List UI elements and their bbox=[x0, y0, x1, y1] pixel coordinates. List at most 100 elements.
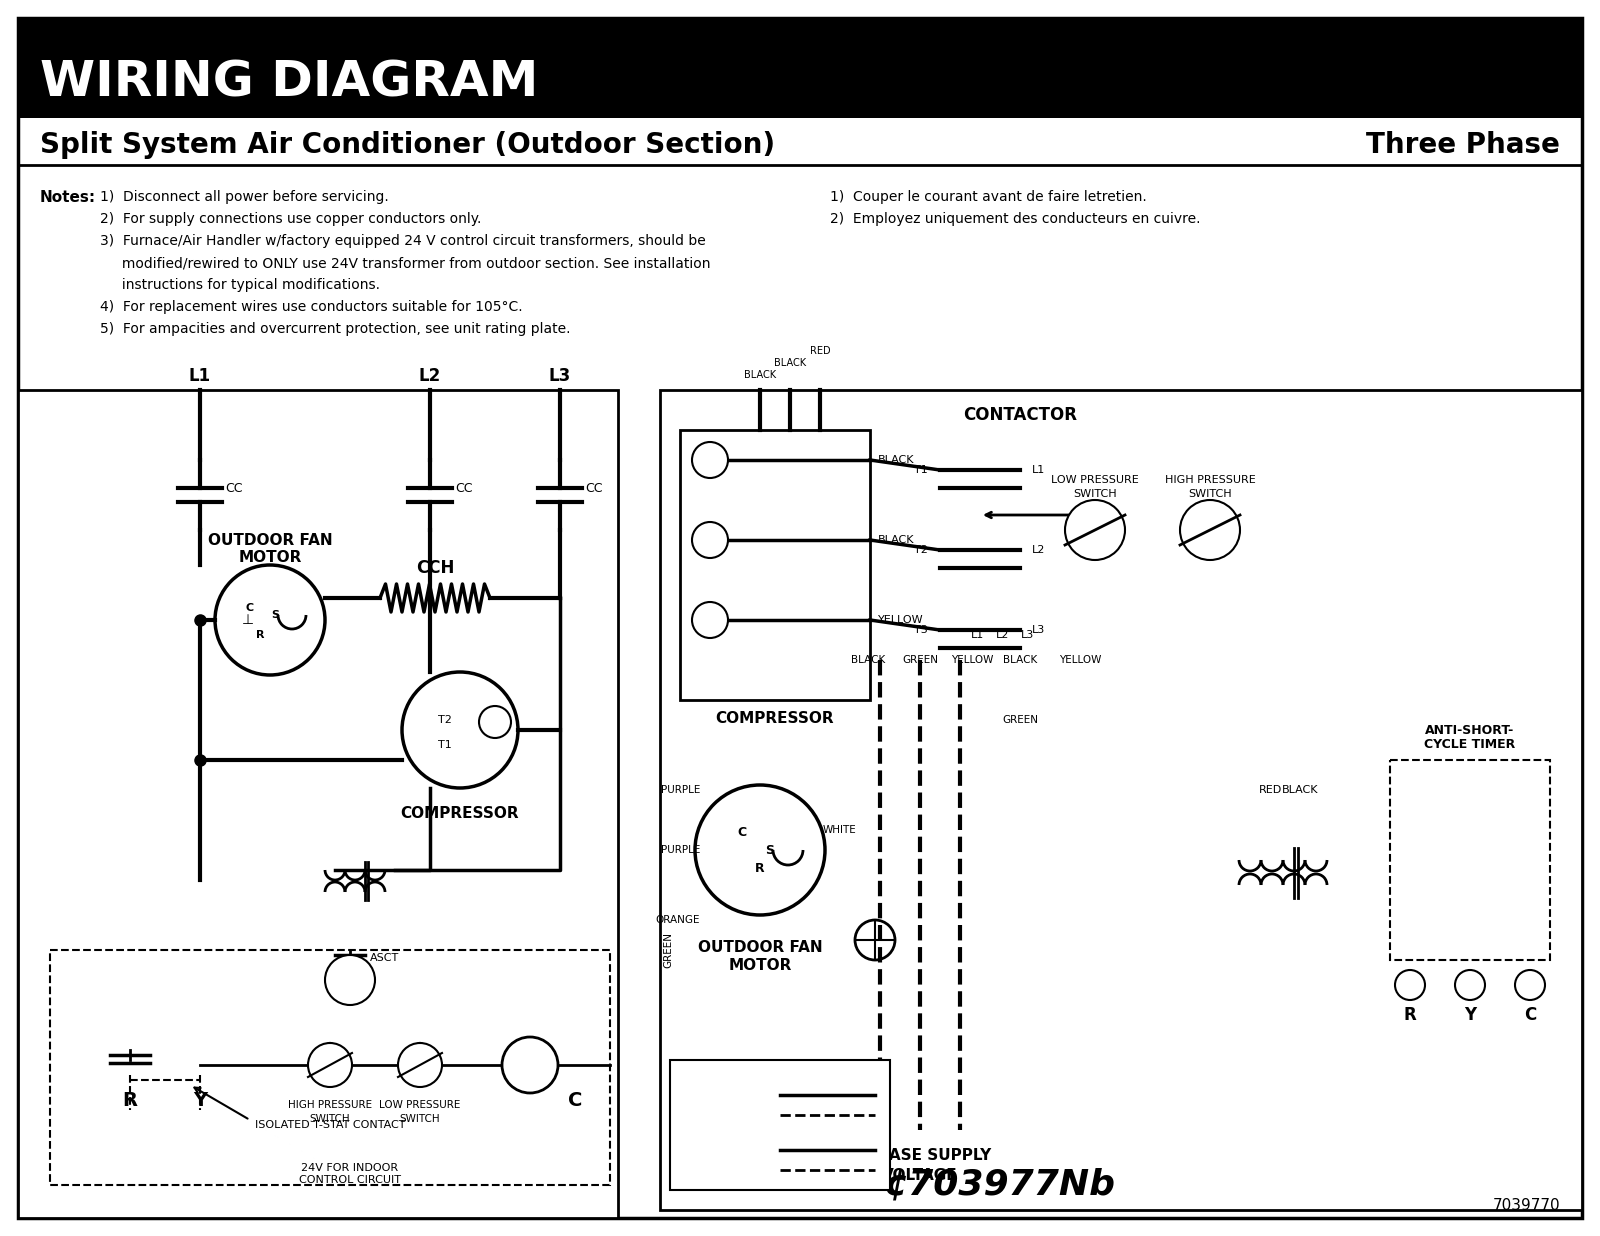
Text: 3)  Furnace/Air Handler w/factory equipped 24 V control circuit transformers, sh: 3) Furnace/Air Handler w/factory equippe… bbox=[99, 234, 706, 248]
Text: WIRING DIAGRAM: WIRING DIAGRAM bbox=[40, 58, 538, 106]
Bar bbox=[1390, 760, 1550, 960]
Text: 5)  For ampacities and overcurrent protection, see unit rating plate.: 5) For ampacities and overcurrent protec… bbox=[99, 323, 571, 336]
Text: T2: T2 bbox=[438, 714, 451, 726]
Text: High Voltage: High Voltage bbox=[678, 1143, 744, 1153]
Text: Low Voltage: Low Voltage bbox=[678, 1163, 741, 1173]
Text: CYCLE TIMER: CYCLE TIMER bbox=[1424, 738, 1515, 750]
Text: GREEN: GREEN bbox=[902, 655, 938, 665]
Text: R: R bbox=[123, 1090, 138, 1110]
Text: YELLOW: YELLOW bbox=[878, 616, 923, 625]
Text: BLACK: BLACK bbox=[774, 358, 806, 368]
Text: GREEN: GREEN bbox=[1002, 714, 1038, 726]
Text: CCH: CCH bbox=[416, 559, 454, 577]
Text: T2: T2 bbox=[702, 535, 717, 545]
Circle shape bbox=[214, 565, 325, 675]
Text: VOLTAGE: VOLTAGE bbox=[882, 1168, 958, 1183]
Text: SWITCH: SWITCH bbox=[310, 1114, 350, 1124]
Text: MOTOR: MOTOR bbox=[728, 958, 792, 973]
Text: 3-PHASE SUPPLY: 3-PHASE SUPPLY bbox=[848, 1148, 992, 1163]
Text: Notes:: Notes: bbox=[40, 190, 96, 205]
Text: C: C bbox=[568, 1090, 582, 1110]
Text: CC: CC bbox=[226, 482, 243, 494]
Circle shape bbox=[478, 706, 510, 738]
Circle shape bbox=[1454, 970, 1485, 1000]
Text: L3: L3 bbox=[1032, 625, 1045, 635]
Bar bbox=[670, 1060, 890, 1190]
Text: 2)  For supply connections use copper conductors only.: 2) For supply connections use copper con… bbox=[99, 213, 482, 226]
Text: Y: Y bbox=[1464, 1006, 1477, 1023]
Text: ASCT: ASCT bbox=[370, 953, 400, 963]
Text: C: C bbox=[246, 603, 254, 613]
Text: L2: L2 bbox=[997, 630, 1010, 640]
Text: S: S bbox=[765, 843, 774, 857]
Text: 2)  Employez uniquement des conducteurs en cuivre.: 2) Employez uniquement des conducteurs e… bbox=[830, 213, 1200, 226]
Text: BLACK: BLACK bbox=[851, 655, 885, 665]
Text: T3: T3 bbox=[702, 455, 717, 465]
Text: T3: T3 bbox=[490, 717, 501, 727]
Text: S: S bbox=[270, 611, 278, 620]
Text: OUTDOOR FAN: OUTDOOR FAN bbox=[698, 941, 822, 955]
Text: PURPLE: PURPLE bbox=[661, 785, 701, 795]
Text: SWITCH: SWITCH bbox=[400, 1114, 440, 1124]
Text: LOW PRESSURE: LOW PRESSURE bbox=[1051, 475, 1139, 485]
Text: BLACK: BLACK bbox=[842, 1075, 875, 1085]
Bar bbox=[680, 430, 870, 700]
Text: modified/rewired to ONLY use 24V transformer from outdoor section. See installat: modified/rewired to ONLY use 24V transfo… bbox=[99, 256, 710, 269]
Text: T1: T1 bbox=[914, 465, 928, 475]
Circle shape bbox=[691, 602, 728, 638]
Text: SWITCH: SWITCH bbox=[1074, 489, 1117, 499]
Text: 24V FOR INDOOR: 24V FOR INDOOR bbox=[301, 1163, 398, 1173]
Bar bbox=[18, 391, 618, 1217]
Circle shape bbox=[398, 1043, 442, 1086]
Text: ⊥: ⊥ bbox=[242, 613, 254, 627]
Text: instructions for typical modifications.: instructions for typical modifications. bbox=[99, 278, 381, 292]
Text: ISOLATED T-STAT CONTACT: ISOLATED T-STAT CONTACT bbox=[254, 1120, 405, 1130]
Text: RED: RED bbox=[810, 346, 830, 356]
Circle shape bbox=[854, 920, 894, 960]
Text: ASCT: ASCT bbox=[334, 975, 366, 985]
Circle shape bbox=[691, 442, 728, 478]
Text: GREEN: GREEN bbox=[662, 932, 674, 968]
Circle shape bbox=[691, 522, 728, 557]
Text: L1: L1 bbox=[1032, 465, 1045, 475]
Circle shape bbox=[502, 1037, 558, 1093]
Text: L1: L1 bbox=[189, 367, 211, 384]
Text: ORANGE: ORANGE bbox=[656, 915, 701, 925]
Text: High Voltage: High Voltage bbox=[678, 1088, 744, 1098]
Text: 1)  Disconnect all power before servicing.: 1) Disconnect all power before servicing… bbox=[99, 190, 389, 204]
Bar bbox=[50, 950, 610, 1185]
Circle shape bbox=[325, 955, 374, 1005]
Circle shape bbox=[1395, 970, 1426, 1000]
Text: T1: T1 bbox=[702, 616, 717, 625]
Text: BLACK: BLACK bbox=[1282, 785, 1318, 795]
Text: L3: L3 bbox=[549, 367, 571, 384]
Text: T2: T2 bbox=[914, 545, 928, 555]
Circle shape bbox=[402, 672, 518, 789]
Text: BLACK: BLACK bbox=[1003, 655, 1037, 665]
Text: L3: L3 bbox=[1021, 630, 1035, 640]
Text: Field Wiring: Field Wiring bbox=[678, 1072, 754, 1082]
Text: COMPRESSOR: COMPRESSOR bbox=[400, 806, 520, 821]
Text: Three Phase: Three Phase bbox=[1366, 131, 1560, 159]
Text: COMPRESSOR: COMPRESSOR bbox=[715, 711, 834, 726]
Text: L2: L2 bbox=[419, 367, 442, 384]
Text: 1)  Couper le courant avant de faire letretien.: 1) Couper le courant avant de faire letr… bbox=[830, 190, 1147, 204]
Text: BLACK: BLACK bbox=[744, 370, 776, 379]
Circle shape bbox=[307, 1043, 352, 1086]
Text: R: R bbox=[755, 861, 765, 875]
Text: HIGH PRESSURE: HIGH PRESSURE bbox=[288, 1100, 373, 1110]
Text: L2: L2 bbox=[1032, 545, 1045, 555]
Text: L1: L1 bbox=[971, 630, 984, 640]
Text: C: C bbox=[1523, 1006, 1536, 1023]
Circle shape bbox=[1066, 501, 1125, 560]
Circle shape bbox=[694, 785, 826, 915]
Text: OUTDOOR FAN: OUTDOOR FAN bbox=[208, 533, 333, 548]
Text: CONTACTOR: CONTACTOR bbox=[963, 405, 1077, 424]
Circle shape bbox=[1515, 970, 1546, 1000]
Text: WHITE: WHITE bbox=[822, 824, 858, 836]
Text: LOW PRESSURE: LOW PRESSURE bbox=[379, 1100, 461, 1110]
Text: SWITCH: SWITCH bbox=[1189, 489, 1232, 499]
Bar bbox=[661, 391, 1582, 1210]
Text: T3: T3 bbox=[914, 625, 928, 635]
Text: T1: T1 bbox=[438, 740, 451, 750]
